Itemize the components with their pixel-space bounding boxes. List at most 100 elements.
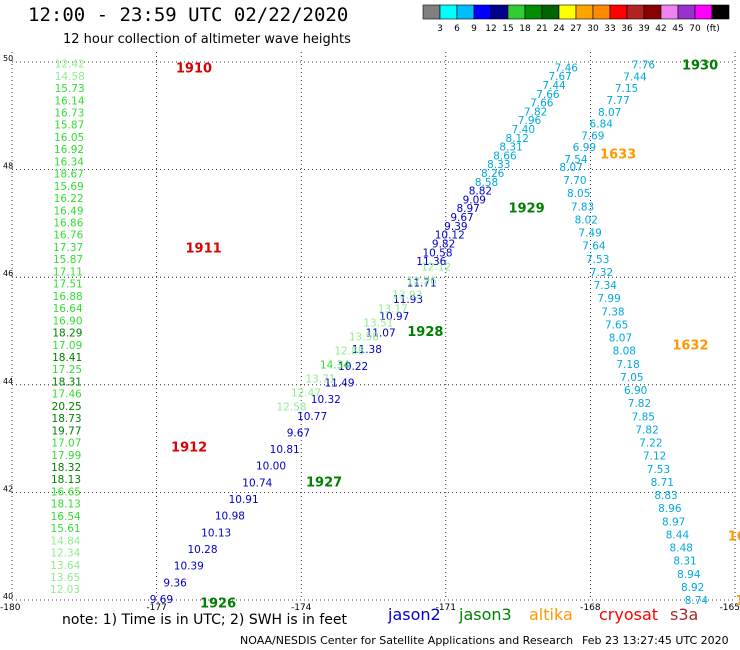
scale-tick-label: 27 [570, 24, 581, 34]
wave-height-value: 8.97 [662, 516, 685, 528]
wave-height-value: 7.67 [548, 71, 571, 83]
pass-time-label: 1926 [200, 597, 236, 612]
scale-tick-label: 6 [454, 24, 460, 34]
scale-tick-label: 24 [553, 24, 565, 34]
wave-height-value: 17.09 [52, 340, 82, 352]
wave-height-value: 8.48 [670, 543, 693, 555]
wave-height-value: 7.44 [623, 71, 647, 83]
wave-height-value: 8.26 [481, 168, 505, 180]
wave-height-value: 11.38 [352, 344, 382, 356]
wave-height-value: 11.36 [416, 256, 446, 268]
scale-tick-label: 15 [502, 24, 513, 34]
wave-height-value: 16.54 [51, 511, 81, 523]
wave-height-value: 6.99 [573, 142, 596, 154]
wave-height-value: 8.66 [493, 150, 517, 162]
wave-height-value: 10.13 [201, 527, 231, 539]
scale-tick-label: 36 [621, 24, 633, 34]
wave-height-value: 8.83 [654, 490, 677, 502]
lon-tick-label: -165 [720, 603, 740, 613]
wave-height-value: 12.26 [407, 275, 437, 287]
wave-height-value: 7.82 [628, 398, 651, 410]
scale-tick-label: 45 [672, 24, 683, 34]
wave-height-value: 7.12 [643, 451, 666, 463]
wave-height-value: 16.86 [53, 218, 83, 230]
wave-height-value: 8.02 [575, 214, 598, 226]
wave-height-value: 11.71 [407, 278, 437, 290]
wave-height-value: 10.77 [297, 411, 327, 423]
wave-height-value: 15.87 [53, 254, 83, 266]
wave-height-value: 7.85 [632, 411, 655, 423]
wave-height-value: 14.58 [55, 71, 85, 83]
wave-height-value: 10.32 [311, 394, 341, 406]
wave-height-value: 16.49 [53, 205, 83, 217]
wave-height-value: 8.07 [559, 162, 582, 174]
wave-height-value: 7.49 [578, 228, 601, 240]
wave-height-value: 13.64 [50, 560, 80, 572]
wave-height-value: 7.99 [597, 293, 620, 305]
lon-tick-label: -168 [580, 603, 601, 613]
wave-height-value: 8.33 [487, 159, 510, 171]
pass-time-label: 1930 [682, 59, 718, 74]
wave-height-value: 12.42 [55, 59, 85, 71]
wave-height-value: 8.94 [677, 569, 701, 581]
scale-tick-label: 3 [437, 24, 443, 34]
wave-height-value: 7.64 [582, 241, 606, 253]
scale-tick-label: 9 [471, 24, 477, 34]
wave-height-value: 18.73 [52, 413, 82, 425]
lon-tick-label: -177 [146, 603, 166, 613]
wave-height-value: 16.05 [54, 132, 84, 144]
wave-height-value: 16.14 [54, 95, 84, 107]
wave-height-value: 15.61 [51, 523, 81, 535]
wave-height-value: 7.77 [606, 95, 629, 107]
wave-height-value: 12.12 [421, 261, 451, 273]
wave-height-value: 6.90 [624, 385, 647, 397]
lat-tick-label: 48 [3, 162, 13, 171]
wave-height-value: 7.40 [512, 124, 535, 136]
wave-height-value: 7.76 [632, 60, 656, 72]
wave-height-value: 18.67 [54, 169, 84, 181]
wave-height-value: 7.96 [518, 115, 542, 127]
wave-height-value: 8.44 [666, 529, 690, 541]
wave-height-value: 13.65 [50, 572, 80, 584]
wave-height-value: 16.34 [54, 156, 84, 168]
wave-height-value: 18.13 [51, 499, 81, 511]
wave-height-value: 12.47 [291, 387, 321, 399]
wave-height-value: 10.98 [215, 511, 245, 523]
scale-tick-label: 39 [638, 24, 650, 34]
scale-unit-label: (ft) [706, 24, 720, 34]
wave-height-value: 15.87 [54, 120, 84, 132]
wave-height-value: 18.41 [52, 352, 82, 364]
pass-time-label: 1910 [176, 61, 212, 76]
wave-height-value: 10.74 [242, 477, 272, 489]
wave-height-value: 7.65 [605, 319, 628, 331]
wave-height-value: 11.93 [393, 294, 423, 306]
wave-height-value: 9.82 [432, 238, 455, 250]
wave-height-value: 7.66 [530, 98, 554, 110]
wave-height-value: 12.34 [50, 548, 80, 560]
wave-height-value: 10.39 [174, 561, 204, 573]
scale-tick-label: 18 [519, 24, 531, 34]
wave-height-value: 7.83 [571, 201, 594, 213]
wave-height-value: 7.15 [615, 83, 638, 95]
footer-credit: NOAA/NESDIS Center for Satellite Applica… [240, 634, 574, 647]
wave-height-value: 7.05 [620, 372, 643, 384]
scale-tick-label: 42 [655, 24, 666, 34]
wave-height-value: 7.32 [590, 267, 613, 279]
wave-height-value: 18.29 [52, 328, 82, 340]
lat-tick-label: 42 [3, 484, 13, 493]
wave-height-value: 9.67 [450, 212, 473, 224]
wave-height-value: 8.07 [598, 107, 621, 119]
wave-height-value: 17.25 [52, 364, 82, 376]
wave-height-value: 16.88 [53, 291, 83, 303]
wave-height-value: 17.46 [52, 389, 82, 401]
wave-height-value: 11.07 [366, 328, 396, 340]
wave-height-value: 16.22 [54, 193, 84, 205]
legend-item-jason3: jason3 [459, 605, 512, 624]
wave-height-value: 15.69 [54, 181, 84, 193]
wave-height-value: 7.53 [586, 254, 609, 266]
wave-height-value: 9.36 [163, 577, 187, 589]
legend-item-altika: altika [529, 605, 573, 624]
wave-height-value: 12.03 [50, 584, 80, 596]
wave-height-value: 8.07 [609, 333, 632, 345]
wave-height-value: 10.81 [270, 444, 300, 456]
